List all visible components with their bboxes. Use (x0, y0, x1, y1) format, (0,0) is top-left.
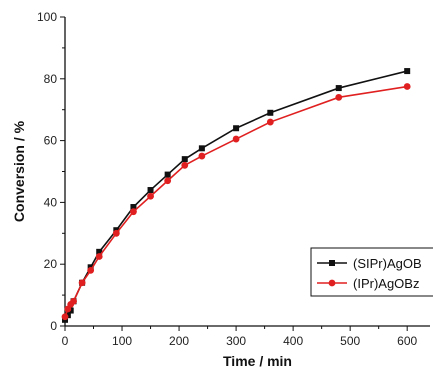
data-point-square (130, 204, 137, 211)
data-point-circle (147, 192, 154, 200)
series-layer (61, 68, 411, 323)
x-tick-label: 300 (226, 334, 246, 348)
data-point-circle (266, 118, 274, 126)
data-point-square (96, 248, 103, 255)
y-tick-label: 80 (44, 72, 58, 86)
y-tick-label: 100 (37, 10, 57, 24)
x-tick-label: 200 (169, 334, 189, 348)
x-tick-label: 0 (62, 334, 69, 348)
x-tick-label: 400 (283, 334, 303, 348)
data-point-circle (181, 161, 189, 169)
y-tick-label: 20 (44, 257, 58, 271)
y-tick-label: 60 (44, 134, 58, 148)
data-point-square (198, 145, 205, 152)
axes: 0 100 200 300 400 500 600 0 20 40 60 80 100 (37, 10, 430, 348)
y-axis-title: Conversion / % (11, 120, 27, 222)
data-point-circle (70, 297, 77, 305)
y-tick-label: 40 (44, 195, 58, 209)
data-point-circle (112, 229, 120, 237)
data-point-square (181, 156, 188, 163)
data-point-circle (335, 93, 343, 101)
data-point-square (404, 68, 411, 75)
data-point-circle (95, 253, 103, 260)
data-point-circle (130, 208, 137, 216)
legend-box (310, 247, 433, 297)
data-point-circle (87, 266, 95, 274)
x-axis-title: Time / min (223, 353, 292, 369)
x-tick-label: 100 (112, 334, 132, 348)
data-point-square (147, 187, 154, 194)
legend-label: (IPr)AgOBz (353, 276, 419, 291)
data-point-square (164, 171, 171, 178)
data-point-circle (403, 83, 411, 90)
data-point-circle (61, 313, 69, 321)
legend-label: (SIPr)AgOB (353, 256, 422, 271)
x-tick-label: 500 (340, 334, 360, 348)
data-point-square (233, 125, 240, 132)
data-point-circle (232, 135, 240, 143)
data-point-circle (78, 279, 86, 287)
x-tick-label: 600 (397, 334, 417, 348)
data-point-square (335, 85, 342, 92)
legend-marker-square (329, 260, 335, 266)
y-tick-label: 0 (50, 319, 57, 333)
data-point-square (267, 109, 274, 116)
legend-marker-circle (328, 279, 336, 287)
data-point-circle (164, 177, 172, 185)
data-point-circle (198, 152, 206, 160)
legend: (SIPr)AgOB (IPr)AgOBz (310, 247, 433, 297)
series-2 (61, 83, 411, 321)
